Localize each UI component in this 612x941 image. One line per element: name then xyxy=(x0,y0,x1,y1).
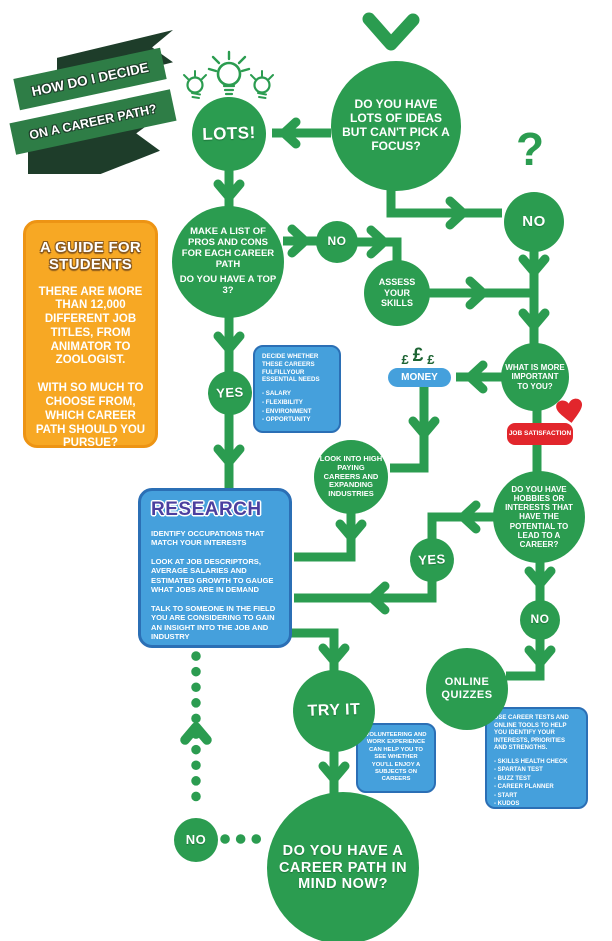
volunteering-note-box: VOLUNTEERING AND WORK EXPERIENCE CAN HEL… xyxy=(356,723,436,793)
decide-item: - ENVIRONMENT xyxy=(262,407,312,415)
research-para3: TALK TO SOMEONE IN THE FIELD YOU ARE CON… xyxy=(151,603,276,642)
make-list-line2: DO YOU HAVE A TOP 3? xyxy=(179,274,277,297)
look-into-label: LOOK INTO HIGH PAYING CAREERS AND EXPAND… xyxy=(319,454,383,498)
career-tests-box: USE CAREER TESTS AND ONLINE TOOLS TO HEL… xyxy=(485,707,588,809)
yes1-label: YES xyxy=(215,383,245,401)
lots-label: LOTS! xyxy=(201,123,257,145)
look-into-circle: LOOK INTO HIGH PAYING CAREERS AND EXPAND… xyxy=(314,440,388,514)
decide-needs-box: DECIDE WHETHER THESE CAREERS FULFILLYOUR… xyxy=(253,345,341,433)
no-mid-label: NO xyxy=(530,612,550,627)
job-satisfaction-pill: JOB SATISFACTION xyxy=(507,423,573,445)
research-box: RESEARCH IDENTIFY OCCUPATIONS THAT MATCH… xyxy=(138,488,292,648)
hobbies-question-label: DO YOU HAVE HOBBIES OR INTERESTS THAT HA… xyxy=(505,484,573,549)
make-list-circle: MAKE A LIST OF PROS AND CONS FOR EACH CA… xyxy=(172,206,284,318)
tests-item: - CAREER PLANNER xyxy=(494,784,554,790)
what-important-circle: WHAT IS MORE IMPORTANT TO YOU? xyxy=(501,343,569,411)
decide-intro: DECIDE WHETHER THESE CAREERS FULFILLYOUR… xyxy=(262,353,320,384)
heart-icon xyxy=(556,398,582,423)
make-list-line1: MAKE A LIST OF PROS AND CONS FOR EACH CA… xyxy=(181,225,275,270)
tests-item: - SPARTAN TEST xyxy=(494,767,543,773)
assess-skills-circle: ASSESS YOUR SKILLS xyxy=(364,260,430,326)
chevron-down-icon xyxy=(362,12,420,51)
question-mark-icon: ? xyxy=(516,123,545,175)
no-mid-circle: NO xyxy=(520,600,560,640)
final-question-label: DO YOU HAVE A CAREER PATH IN MIND NOW? xyxy=(278,842,408,893)
guide-para2: WITH SO MUCH TO CHOOSE FROM, WHICH CAREE… xyxy=(35,382,146,450)
no-bottom-circle: NO xyxy=(174,818,218,862)
online-quizzes-label: ONLINE QUIZZES xyxy=(441,676,493,701)
no-top-label: NO xyxy=(522,213,546,231)
final-question-circle: DO YOU HAVE A CAREER PATH IN MIND NOW? xyxy=(267,792,419,941)
research-title: RESEARCH xyxy=(151,499,262,520)
no-bottom-label: NO xyxy=(185,831,207,847)
decide-item: - FLEXIBILITY xyxy=(262,398,303,406)
banner-line1-label: HOW DO I DECIDE xyxy=(30,59,150,99)
tests-intro: USE CAREER TESTS AND ONLINE TOOLS TO HEL… xyxy=(494,715,569,751)
guide-title: A GUIDE FOR STUDENTS xyxy=(39,239,142,274)
research-para1: IDENTIFY OCCUPATIONS THAT MATCH YOUR INT… xyxy=(151,529,265,548)
title-banner: HOW DO I DECIDE ON A CAREER PATH? xyxy=(8,30,188,180)
focus-question-label: DO YOU HAVE LOTS OF IDEAS BUT CAN'T PICK… xyxy=(342,97,450,153)
money-label: MONEY xyxy=(401,372,438,383)
hobbies-question-circle: DO YOU HAVE HOBBIES OR INTERESTS THAT HA… xyxy=(493,471,585,563)
decide-item: - OPPORTUNITY xyxy=(262,416,311,424)
decide-item: - SALARY xyxy=(262,390,291,397)
what-important-label: WHAT IS MORE IMPORTANT TO YOU? xyxy=(505,363,565,391)
yes2-label: YES xyxy=(417,550,447,568)
job-satisfaction-label: JOB SATISFACTION xyxy=(508,430,572,438)
tests-item: - KUDOS xyxy=(494,801,520,807)
students-guide-box: A GUIDE FOR STUDENTS THERE ARE MORE THAN… xyxy=(23,220,158,450)
pound-symbols: £ £ £ xyxy=(401,345,435,367)
focus-question-circle: DO YOU HAVE LOTS OF IDEAS BUT CAN'T PICK… xyxy=(331,61,461,191)
tests-item: - START xyxy=(494,792,518,799)
online-quizzes-circle: ONLINE QUIZZES xyxy=(426,648,508,730)
assess-skills-label: ASSESS YOUR SKILLS xyxy=(378,277,416,309)
volunteering-note: VOLUNTEERING AND WORK EXPERIENCE CAN HEL… xyxy=(365,732,427,783)
tests-item: - SKILLS HEALTH CHECK xyxy=(494,758,568,765)
money-pill: MONEY xyxy=(388,368,451,387)
tests-item: - BUZZ TEST xyxy=(494,775,531,782)
no-small-circle: NO xyxy=(316,221,358,263)
try-it-label: TRY IT xyxy=(307,700,361,720)
no-top-circle: NO xyxy=(504,192,564,252)
research-para2: LOOK AT JOB DESCRIPTORS, AVERAGE SALARIE… xyxy=(151,556,274,595)
guide-para1: THERE ARE MORE THAN 12,000 DIFFERENT JOB… xyxy=(38,285,143,367)
lightbulb-icons xyxy=(183,50,274,99)
no-small-label: NO xyxy=(327,234,347,249)
